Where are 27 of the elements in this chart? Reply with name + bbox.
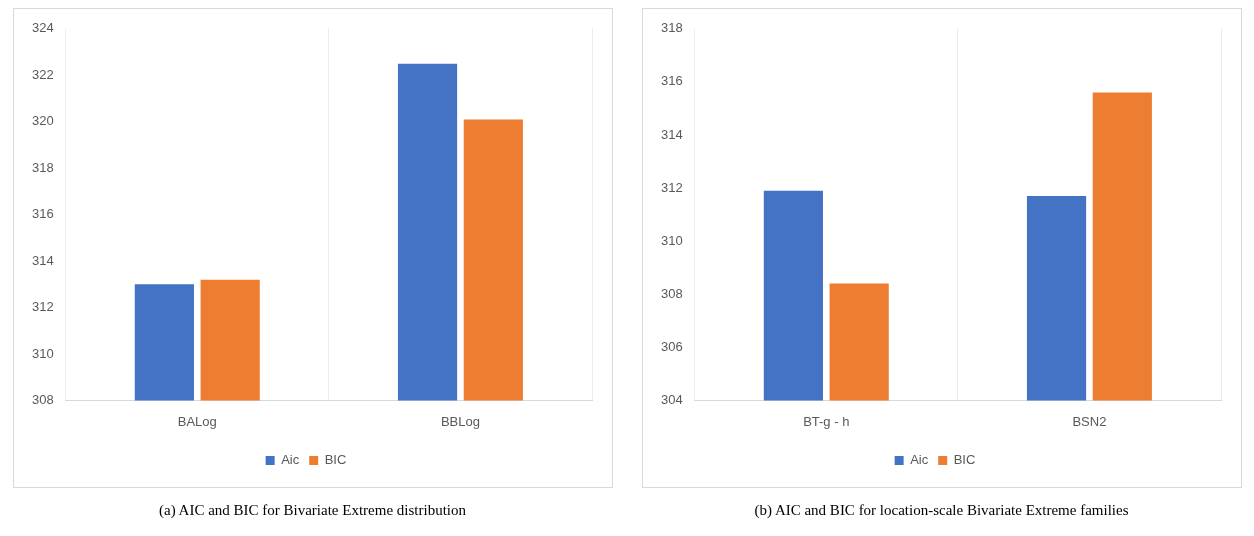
y-tick-label: 308 — [660, 285, 683, 301]
y-tick-label: 312 — [660, 179, 683, 195]
y-tick-label: 306 — [660, 338, 683, 354]
x-tick-label: BALog — [177, 413, 217, 429]
y-tick-label: 318 — [31, 159, 54, 175]
y-tick-label: 320 — [31, 113, 54, 129]
y-tick-label: 308 — [31, 391, 54, 407]
y-tick-label: 324 — [31, 20, 54, 36]
text: (a) AIC and BIC for Bivariate Extreme distribution — [158, 502, 466, 519]
y-tick-label: 316 — [660, 73, 683, 89]
y-tick-label: 310 — [660, 232, 683, 248]
legend-label: Aic — [280, 452, 300, 468]
x-tick-label: BSN2 — [1071, 413, 1106, 429]
y-tick-label: 312 — [31, 299, 54, 315]
x-tick-label: BT-g - h — [802, 413, 849, 429]
y-tick-label: 318 — [660, 20, 683, 36]
text: (b) AIC and BIC for location-scale Bivariate Extreme families — [754, 502, 1129, 519]
y-tick-label: 304 — [660, 391, 683, 407]
y-tick-label: 314 — [660, 126, 683, 142]
x-tick-label: BBLog — [440, 413, 480, 429]
legend-label: Aic — [909, 452, 929, 468]
y-tick-label: 316 — [31, 206, 54, 222]
y-tick-label: 310 — [31, 345, 54, 361]
y-tick-label: 322 — [31, 66, 54, 82]
y-tick-label: 314 — [31, 252, 54, 268]
legend-label: BIC — [324, 452, 346, 468]
legend-label: BIC — [953, 452, 975, 468]
